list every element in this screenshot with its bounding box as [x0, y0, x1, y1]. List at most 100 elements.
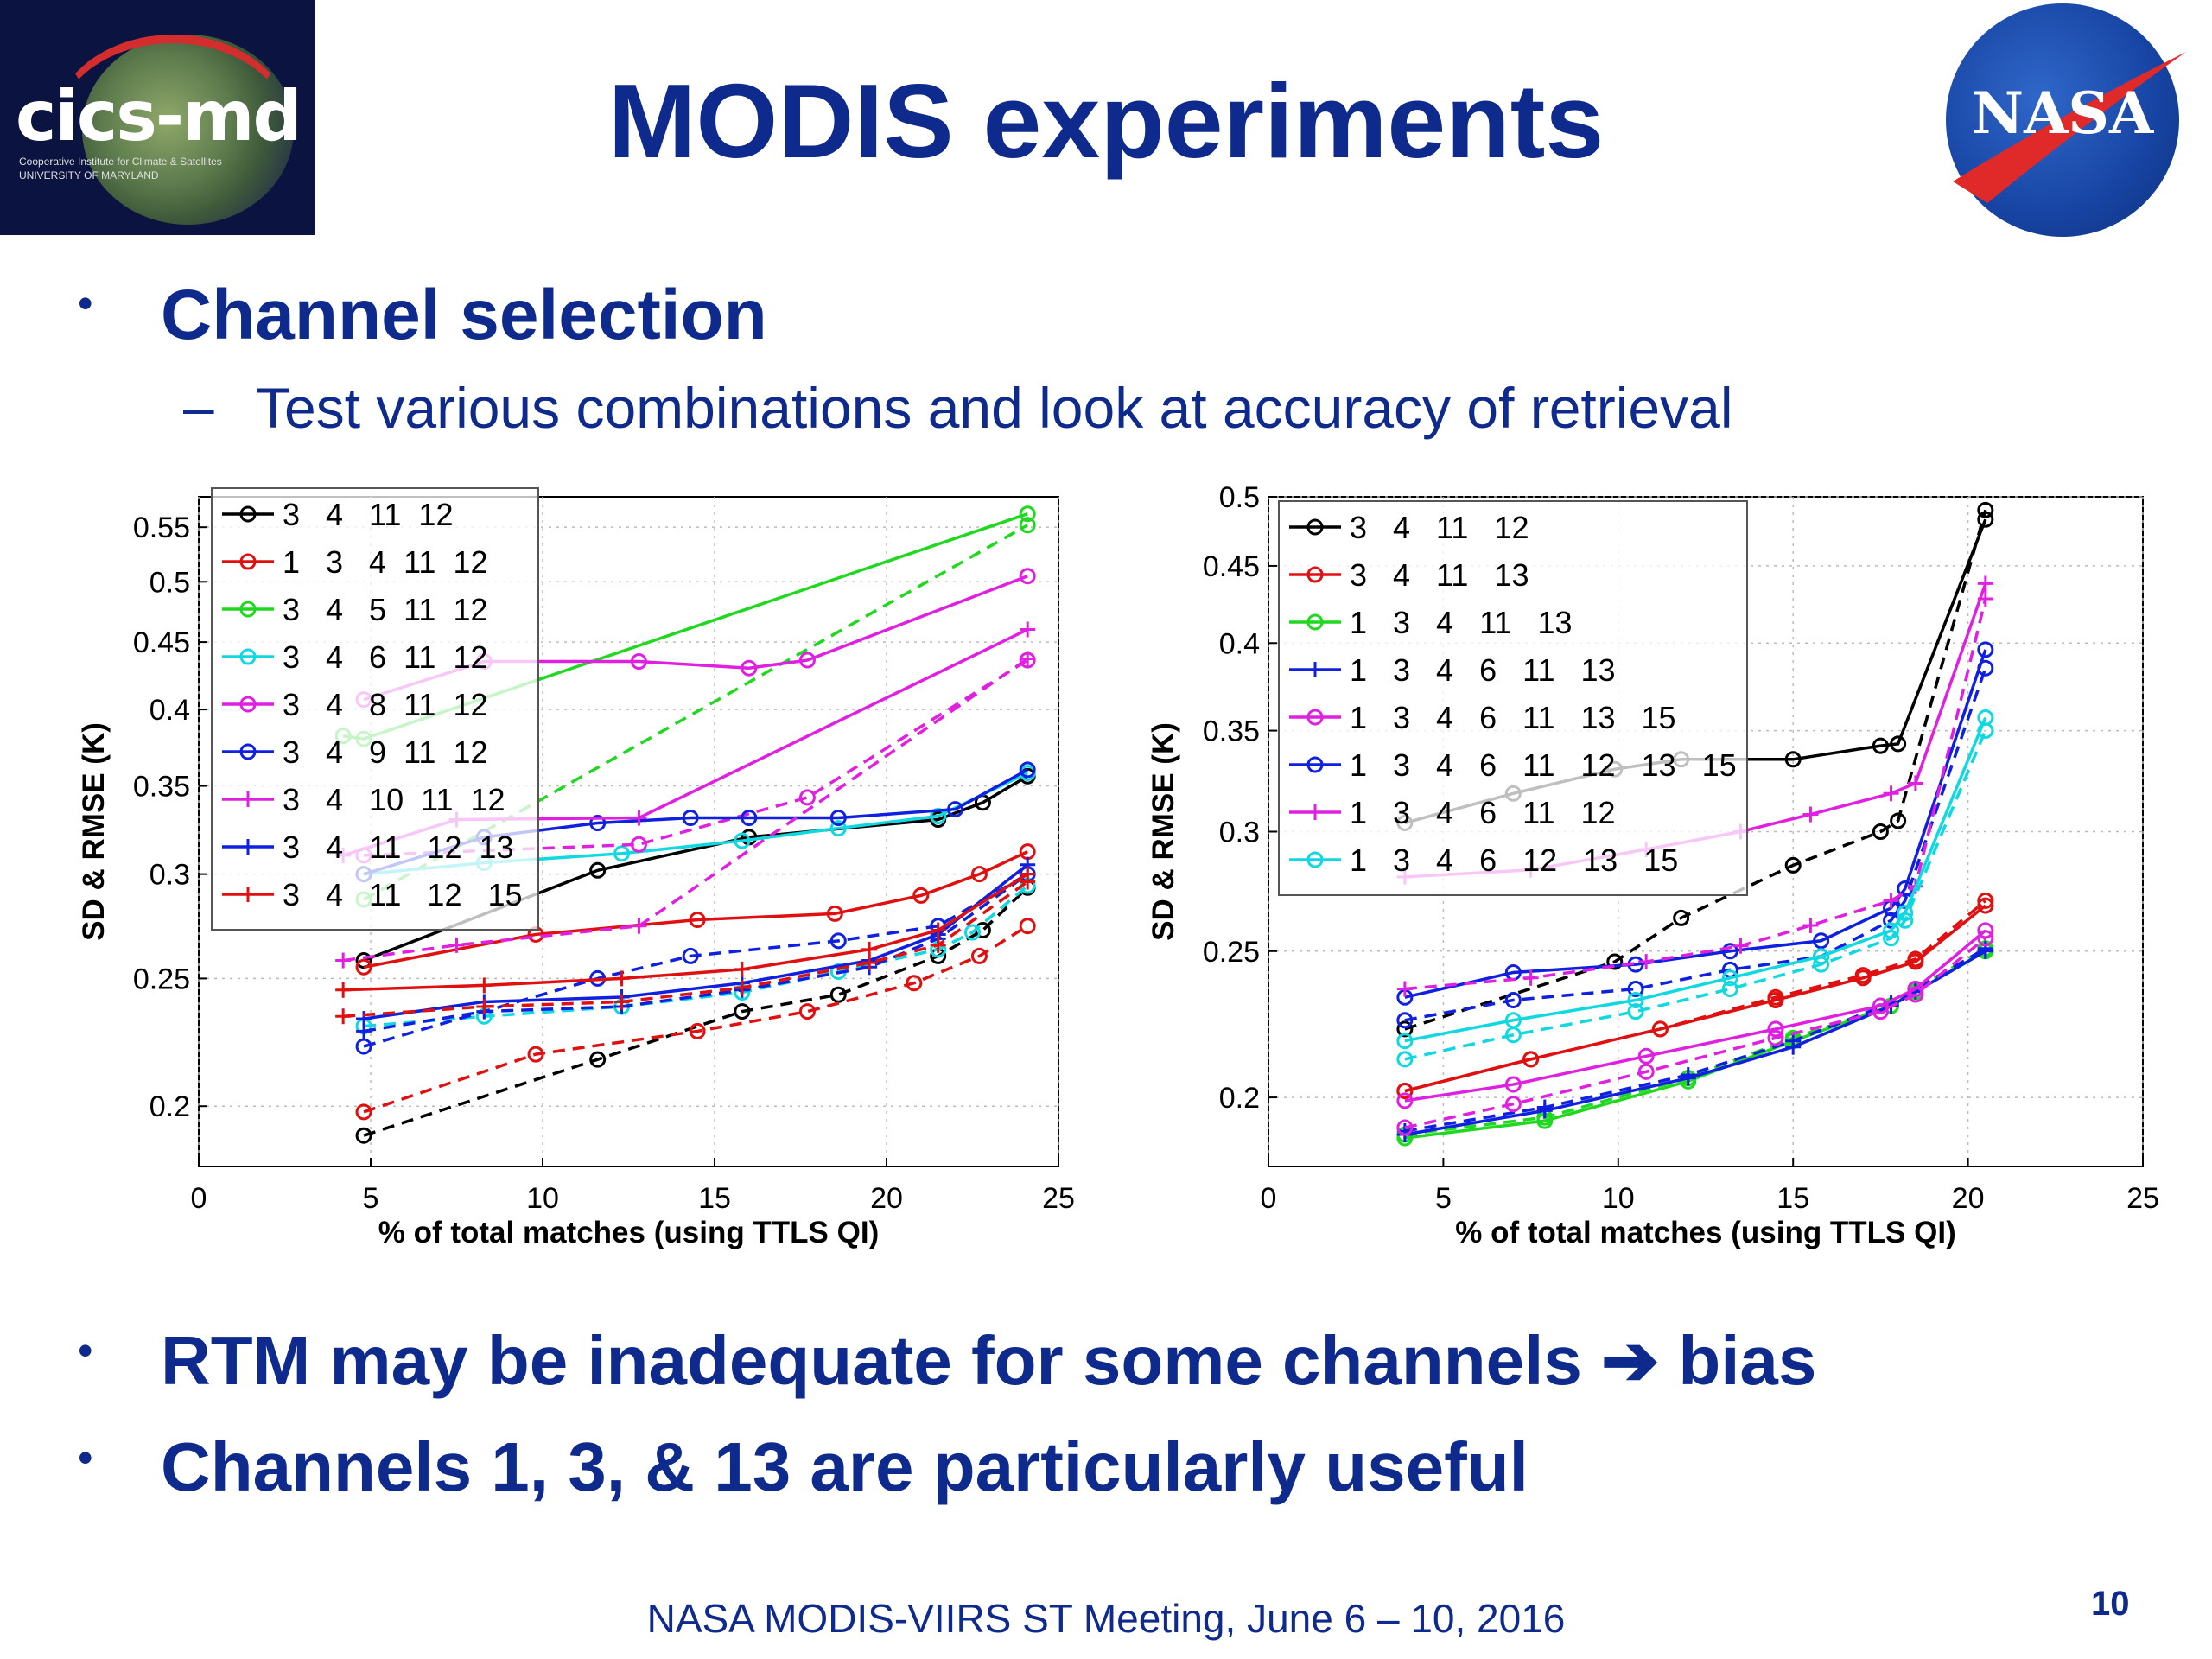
series-line-dashed: [1404, 729, 1987, 1061]
y-tick-label: 0.3: [1219, 817, 1260, 849]
legend-item: 1 3 4 11 12: [222, 544, 488, 580]
y-tick-label: 0.35: [133, 771, 190, 804]
data-point: [355, 1038, 372, 1055]
y-tick-label: 0.45: [1203, 550, 1260, 583]
data-point: [1019, 505, 1036, 523]
legend-box: [1278, 500, 1748, 896]
data-point: [1767, 1029, 1784, 1046]
data-point: [355, 958, 372, 976]
legend-label: 3 4 11 12: [283, 497, 453, 532]
legend-item: 3 4 10 11 12: [222, 782, 505, 817]
y-tick-label: 0.5: [1219, 484, 1260, 514]
legend-label: 3 4 5 11 12: [283, 592, 488, 627]
legend-item: 3 4 8 11 12: [222, 687, 488, 722]
data-point: [1872, 997, 1889, 1014]
data-point: [1721, 981, 1738, 998]
data-point: [1637, 1063, 1655, 1080]
data-point: [689, 1022, 706, 1039]
data-point: [1721, 969, 1738, 987]
data-point: [1396, 1119, 1414, 1136]
x-tick-label: 15: [698, 1182, 731, 1215]
x-tick-label: 20: [870, 1182, 903, 1215]
bullet-dot: •: [78, 279, 93, 327]
data-point: [355, 1103, 372, 1121]
legend-item: 1 3 4 6 11 13: [1289, 652, 1616, 688]
data-point: [1306, 566, 1324, 583]
data-point: [1977, 897, 1994, 914]
data-point: [1977, 511, 1994, 528]
y-tick-label: 0.55: [133, 512, 190, 544]
x-axis-label: % of total matches (using TTLS QI): [378, 1216, 879, 1249]
data-point: [1396, 1033, 1414, 1050]
footer-meeting: NASA MODIS-VIIRS ST Meeting, June 6 – 10…: [646, 1596, 1566, 1641]
data-point: [830, 986, 847, 1003]
data-point: [734, 832, 751, 849]
data-point: [1784, 856, 1802, 874]
data-point: [830, 820, 847, 837]
data-point: [239, 553, 257, 570]
data-point: [1854, 969, 1872, 987]
data-point: [964, 924, 981, 941]
data-point: [682, 810, 699, 827]
y-tick-label: 0.25: [1203, 936, 1260, 969]
bullet-channels-useful: Channels 1, 3, & 13 are particularly use…: [161, 1428, 1529, 1505]
legend-item: 1 3 4 6 11 12: [1289, 795, 1616, 830]
bullet-channel-selection: Channel selection: [161, 276, 767, 354]
y-tick-label: 0.5: [149, 566, 190, 599]
series-8: [335, 866, 1036, 1025]
data-point: [830, 810, 847, 827]
nasa-swoosh-icon: [1953, 52, 2186, 203]
data-point: [1907, 981, 1924, 998]
data-point: [1651, 1020, 1669, 1038]
legend: 3 4 11 12 1 3 4 11 12 3 4 5 11 12 3 4 6 11 …: [211, 487, 539, 931]
data-point: [1396, 1092, 1414, 1109]
data-point: [630, 836, 647, 853]
data-point: [682, 947, 699, 964]
data-point: [1627, 981, 1644, 998]
x-tick-label: 5: [363, 1182, 379, 1215]
data-point: [1890, 735, 1907, 753]
legend-item: 3 4 11 13: [1289, 557, 1529, 593]
data-point: [906, 975, 923, 992]
series-line-dashed: [342, 658, 1029, 963]
data-point: [1721, 943, 1738, 960]
cics-logo-line1: Cooperative Institute for Climate & Sate…: [19, 156, 222, 168]
data-point: [1627, 1003, 1644, 1020]
data-point: [589, 861, 607, 879]
y-axis-label: SD & RMSE (K): [1147, 722, 1180, 941]
data-point: [830, 932, 847, 950]
legend-label: 1 3 4 6 11 12: [1350, 795, 1616, 830]
data-point: [1907, 953, 1924, 970]
data-point: [1019, 517, 1036, 534]
legend-item: 3 4 11 12 15: [222, 877, 523, 912]
data-point: [1813, 932, 1830, 950]
data-point: [1396, 1020, 1414, 1038]
subbullet-test-combinations: Test various combinations and look at ac…: [256, 376, 1733, 440]
series-1: [1396, 892, 1994, 1100]
series-line-solid: [1404, 716, 1987, 1043]
legend-item: 3 4 11 12 13: [222, 830, 514, 865]
legend-label: 1 3 4 6 11 13 15: [1350, 700, 1676, 735]
series-line-dashed: [363, 887, 1029, 1137]
y-tick-label: 0.35: [1203, 715, 1260, 748]
data-point: [1396, 1051, 1414, 1068]
series-1: [355, 843, 1036, 1121]
y-tick-label: 0.3: [149, 859, 190, 892]
chart-left: 0 5 10 15 20 25 0.2 0.25 0.3 0.35 0.4 0.45 0.5 0.55 % …: [77, 487, 1075, 1249]
chart-right: 0 5 10 15 20 25 0.2 0.25 0.3 0.35 0.4 0.45 0.5 % of t…: [1147, 484, 2159, 1249]
data-point: [912, 887, 930, 904]
legend-label: 1 3 4 11 13: [1350, 605, 1573, 640]
legend-label: 3 4 8 11 12: [283, 687, 488, 722]
data-point: [1977, 892, 1994, 909]
data-point: [355, 952, 372, 969]
data-point: [1306, 851, 1324, 868]
series-line-solid: [1404, 649, 1987, 999]
x-tick-label: 25: [1042, 1182, 1075, 1215]
data-point: [239, 505, 257, 523]
data-point: [1883, 922, 1900, 939]
data-point: [798, 652, 816, 669]
x-tick-label: 0: [1261, 1182, 1277, 1215]
logo-arc-icon: [52, 35, 294, 225]
data-point: [1504, 1076, 1522, 1093]
data-point: [947, 801, 964, 818]
